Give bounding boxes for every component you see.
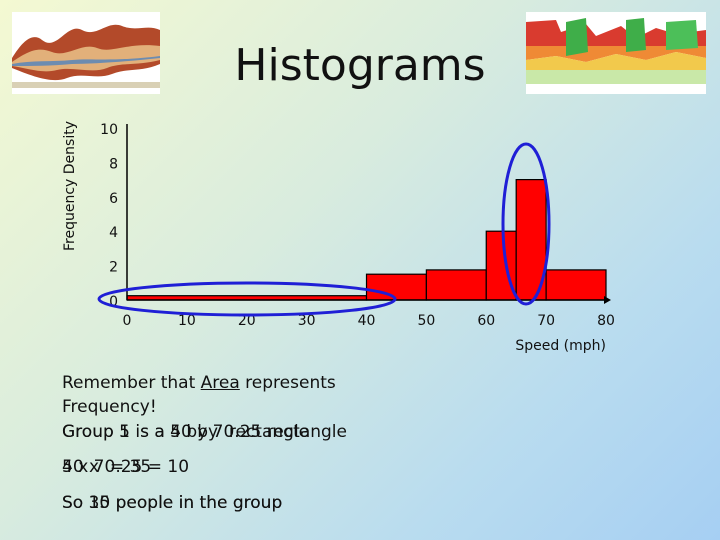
highlight-ellipse-group-5 [501,142,551,306]
group-description-b: Group 5 is a 5 by 7 rectangle [62,422,310,442]
note-area-line: Remember that Area represents [62,372,336,394]
x-axis-arrow [604,296,611,304]
x-axis-label: Speed (mph) [515,338,606,354]
y-tick-label-6: 6 [109,191,118,207]
histogram-bar-2 [425,269,487,301]
x-tick-label-80: 80 [597,313,615,329]
area-calculation: 40 x 0.25 = 10 5 x 7 = 35 [62,456,362,478]
note-area-post: represents [239,373,336,393]
histogram-bar-1 [365,273,427,301]
note-area-pre: Remember that [62,373,201,393]
area-calculation-b: 5 x 7 = 35 [62,457,152,477]
x-tick-label-0: 0 [123,313,132,329]
y-tick-label-2: 2 [109,260,118,276]
histogram-bar-5 [545,269,607,301]
highlight-ellipse-group-1 [97,281,397,317]
y-tick-label-10: 10 [100,122,118,138]
note-area-emphasis: Area [200,373,240,393]
y-tick-label-0: 0 [109,294,118,310]
streamgraph-thumbnail-icon [12,12,160,94]
y-tick-label-4: 4 [109,225,118,241]
conclusion-a: So 10 people in the group [62,493,283,513]
y-axis-label: Frequency Density [62,121,78,251]
conclusion: So 10 people in the group So 35 people i… [62,492,362,514]
x-tick-label-60: 60 [477,313,495,329]
x-tick-label-40: 40 [358,313,376,329]
note-frequency-line: Frequency! [62,397,157,417]
x-tick-label-50: 50 [417,313,435,329]
histogram-bar-4 [515,179,547,301]
y-tick-label-8: 8 [109,156,118,172]
area-calculation-a: 40 x 0.25 = 10 [62,457,190,477]
group-description-a: Group 1 is a 40 by 0.25 rectangle [62,422,347,442]
x-tick-label-70: 70 [537,313,555,329]
x-tick-label-20: 20 [238,313,256,329]
x-tick-label-30: 30 [298,313,316,329]
stacked-area-thumbnail-icon [526,12,706,94]
slide-title: Histograms [234,40,486,91]
group-description: Group 1 is a 40 by 0.25 rectangle Group … [62,421,462,443]
x-tick-label-10: 10 [178,313,196,329]
conclusion-b: So 35 people in the group [62,493,283,513]
